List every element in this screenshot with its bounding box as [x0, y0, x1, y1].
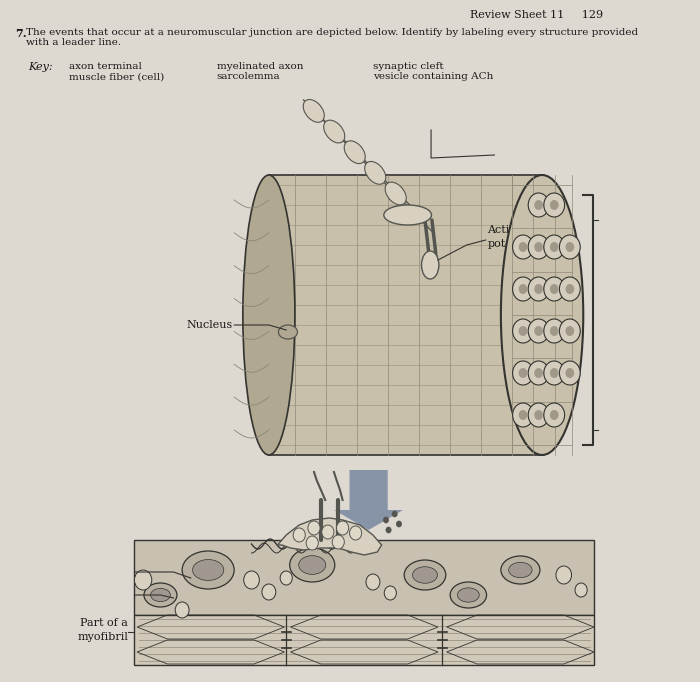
Circle shape [349, 526, 362, 540]
Circle shape [528, 361, 549, 385]
Circle shape [528, 403, 549, 427]
Circle shape [322, 525, 334, 539]
Circle shape [332, 535, 344, 549]
Circle shape [534, 200, 543, 210]
Circle shape [544, 361, 565, 385]
Circle shape [512, 235, 533, 259]
Bar [134, 615, 594, 665]
Ellipse shape [144, 583, 177, 607]
Circle shape [559, 319, 580, 343]
Circle shape [512, 361, 533, 385]
Circle shape [528, 277, 549, 301]
Circle shape [550, 410, 559, 420]
Circle shape [566, 284, 574, 294]
Ellipse shape [193, 559, 224, 580]
Circle shape [244, 571, 259, 589]
Bar [134, 540, 594, 615]
Ellipse shape [404, 560, 446, 590]
Circle shape [512, 277, 533, 301]
Ellipse shape [344, 140, 365, 164]
Circle shape [534, 410, 543, 420]
Circle shape [306, 536, 318, 550]
Circle shape [262, 584, 276, 600]
Circle shape [550, 284, 559, 294]
Ellipse shape [365, 162, 386, 184]
Polygon shape [335, 470, 403, 530]
Circle shape [392, 511, 397, 517]
Text: axon terminal
muscle fiber (cell): axon terminal muscle fiber (cell) [69, 62, 164, 81]
Ellipse shape [450, 582, 486, 608]
Circle shape [528, 319, 549, 343]
Circle shape [396, 521, 402, 527]
Ellipse shape [243, 175, 295, 455]
Circle shape [528, 193, 549, 217]
Circle shape [566, 326, 574, 336]
Text: synaptic cleft
vesicle containing ACh: synaptic cleft vesicle containing ACh [373, 62, 494, 81]
Text: The events that occur at a neuromuscular junction are depicted below. Identify b: The events that occur at a neuromuscular… [26, 28, 638, 48]
Ellipse shape [290, 548, 335, 582]
Circle shape [308, 521, 320, 535]
Ellipse shape [385, 182, 406, 205]
Ellipse shape [412, 567, 438, 583]
Ellipse shape [303, 100, 324, 122]
Ellipse shape [384, 205, 431, 225]
Ellipse shape [501, 556, 540, 584]
Circle shape [550, 200, 559, 210]
Circle shape [550, 326, 559, 336]
Text: Part of a
myofibril: Part of a myofibril [78, 618, 128, 642]
Circle shape [519, 410, 527, 420]
Circle shape [544, 319, 565, 343]
Ellipse shape [299, 556, 326, 574]
Circle shape [528, 235, 549, 259]
Circle shape [293, 528, 305, 542]
Circle shape [280, 571, 293, 585]
Circle shape [175, 602, 189, 618]
Circle shape [366, 574, 380, 590]
Ellipse shape [182, 551, 234, 589]
Circle shape [534, 326, 543, 336]
Circle shape [519, 242, 527, 252]
Circle shape [337, 521, 349, 535]
Circle shape [544, 277, 565, 301]
Polygon shape [269, 175, 542, 455]
Ellipse shape [279, 325, 298, 339]
Circle shape [544, 193, 565, 217]
Ellipse shape [150, 589, 170, 602]
Circle shape [550, 368, 559, 378]
Circle shape [519, 326, 527, 336]
Text: Review Sheet 11     129: Review Sheet 11 129 [470, 10, 603, 20]
Circle shape [512, 319, 533, 343]
Circle shape [566, 242, 574, 252]
Ellipse shape [509, 562, 532, 578]
Ellipse shape [501, 175, 583, 455]
Text: Nucleus: Nucleus [186, 320, 232, 330]
Circle shape [559, 277, 580, 301]
Circle shape [556, 566, 572, 584]
Circle shape [544, 403, 565, 427]
Ellipse shape [323, 120, 345, 143]
Circle shape [384, 586, 396, 600]
Text: Key:: Key: [28, 62, 52, 72]
Circle shape [512, 403, 533, 427]
Circle shape [550, 242, 559, 252]
Circle shape [134, 570, 152, 590]
Circle shape [534, 284, 543, 294]
Circle shape [559, 235, 580, 259]
Text: Action
potential: Action potential [487, 225, 538, 249]
Circle shape [519, 284, 527, 294]
Ellipse shape [421, 251, 439, 279]
Circle shape [534, 368, 543, 378]
Text: myelinated axon
sarcolemma: myelinated axon sarcolemma [217, 62, 303, 81]
Circle shape [534, 242, 543, 252]
Text: 7.: 7. [15, 28, 27, 39]
Circle shape [386, 527, 391, 533]
Ellipse shape [457, 588, 480, 602]
Circle shape [559, 361, 580, 385]
Polygon shape [277, 518, 382, 555]
Circle shape [519, 368, 527, 378]
Circle shape [544, 235, 565, 259]
Circle shape [566, 368, 574, 378]
Circle shape [575, 583, 587, 597]
Circle shape [384, 517, 388, 523]
